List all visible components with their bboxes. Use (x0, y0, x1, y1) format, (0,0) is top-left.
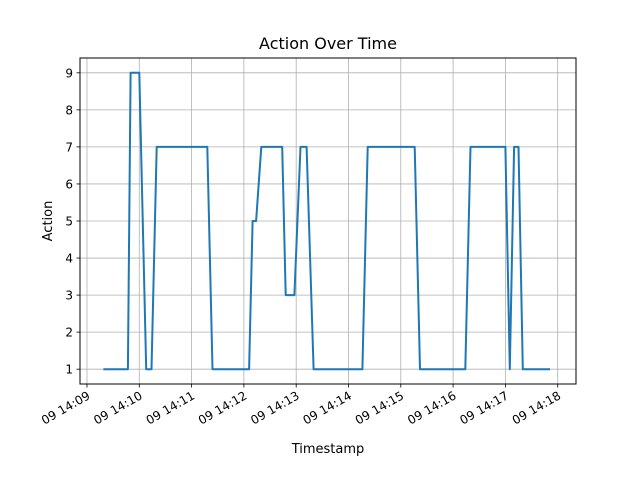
y-tick-label: 2 (65, 326, 73, 340)
y-tick-label: 8 (65, 103, 73, 117)
action-series-line (103, 71, 550, 371)
y-tick-label: 7 (65, 140, 73, 154)
x-axis-title: Timestamp (291, 442, 365, 457)
grid-lines (80, 58, 576, 384)
y-axis-ticks: 1 2 3 4 5 6 7 8 9 (65, 66, 80, 377)
y-tick-label: 6 (65, 177, 73, 191)
y-tick-label: 1 (65, 363, 73, 377)
y-tick-label: 5 (65, 215, 73, 229)
y-axis-title: Action (41, 201, 56, 242)
y-tick-label: 4 (65, 252, 73, 266)
data-line-layer (103, 71, 550, 371)
chart-title: Action Over Time (259, 34, 397, 53)
y-tick-label: 9 (65, 66, 73, 80)
y-tick-label: 3 (65, 289, 73, 303)
